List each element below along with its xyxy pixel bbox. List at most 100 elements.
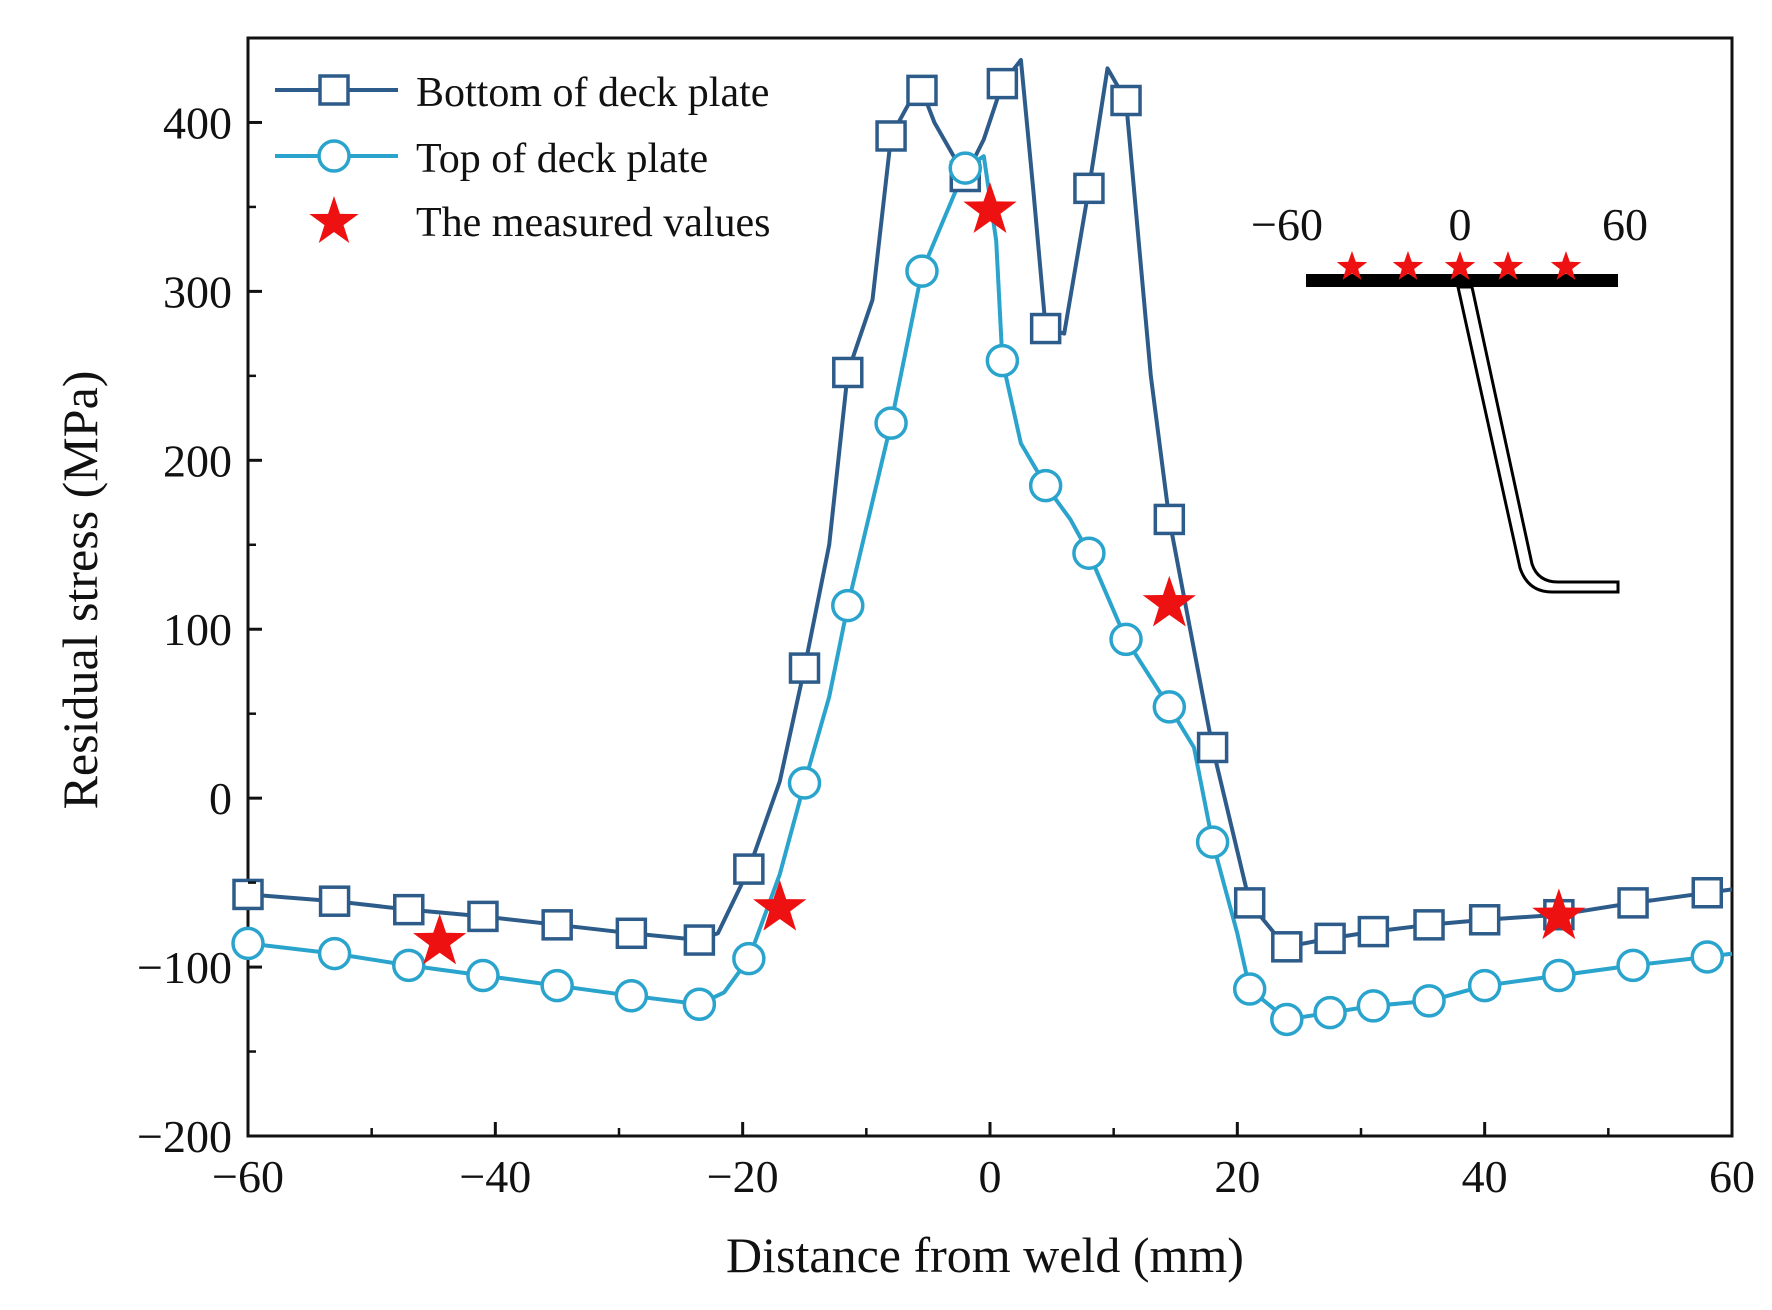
measured-star: [1142, 575, 1196, 627]
top-marker: [1028, 468, 1063, 503]
legend: Bottom of deck plate Top of deck plate T…: [275, 70, 771, 246]
inset-stars: [1336, 251, 1582, 280]
bottom-marker: [1691, 877, 1724, 909]
legend-marker-bottom: [318, 74, 350, 106]
y-tick-label: 200: [163, 435, 232, 486]
x-tick-label: 60: [1709, 1151, 1755, 1202]
y-tick-label: −200: [137, 1111, 232, 1162]
y-axis-title: Residual stress (MPa): [52, 371, 108, 810]
bottom-marker: [1271, 931, 1303, 963]
bottom-marker: [733, 853, 765, 885]
inset-star: [1444, 251, 1476, 280]
top-marker: [1232, 972, 1267, 1006]
top-marker: [874, 406, 908, 440]
bottom-marker: [906, 74, 938, 107]
legend-item-top: Top of deck plate: [275, 136, 708, 182]
bottom-marker: [683, 924, 716, 956]
top-marker: [1072, 536, 1106, 570]
legend-marker-measured: [309, 196, 359, 243]
bottom-marker: [1110, 84, 1142, 117]
bottom-marker: [1357, 915, 1390, 948]
x-tick-label: 40: [1462, 1151, 1508, 1202]
bottom-marker: [232, 878, 264, 911]
x-tick-label: −60: [212, 1151, 284, 1202]
top-marker: [1412, 984, 1446, 1018]
x-axis-ticks: −60 −40 −20 0 20 40 60: [212, 1122, 1755, 1202]
top-marker: [905, 254, 939, 288]
bottom-marker: [875, 120, 907, 152]
inset-diagram: −60 0 60: [1251, 199, 1648, 594]
bottom-marker: [1233, 887, 1266, 919]
bottom-marker: [1617, 887, 1649, 919]
x-tick-label: −40: [459, 1151, 531, 1202]
inset-deck-plate: [1306, 274, 1618, 287]
measured-star: [1532, 888, 1586, 940]
top-marker: [1313, 995, 1347, 1030]
legend-item-measured: The measured values: [309, 196, 771, 246]
top-marker: [1467, 968, 1502, 1003]
y-tick-label: 100: [163, 604, 232, 655]
inset-star: [1492, 251, 1524, 280]
x-axis-title: Distance from weld (mm): [726, 1227, 1244, 1283]
top-marker: [1109, 622, 1143, 657]
inset-star: [1336, 251, 1368, 280]
x-tick-label: 20: [1214, 1151, 1260, 1202]
top-marker: [540, 968, 574, 1003]
legend-label-bottom: Bottom of deck plate: [416, 70, 769, 116]
legend-label-top: Top of deck plate: [416, 136, 708, 182]
bottom-marker: [986, 67, 1019, 100]
y-tick-label: 300: [163, 266, 232, 317]
inset-label-right: 60: [1602, 199, 1648, 250]
measured-star: [413, 913, 467, 965]
inset-star: [1392, 251, 1424, 280]
bottom-marker: [832, 356, 864, 389]
inset-rib-outline: [1456, 285, 1620, 594]
y-tick-label: 0: [209, 773, 232, 824]
bottom-marker: [1413, 909, 1445, 941]
legend-label-measured: The measured values: [416, 200, 771, 246]
y-tick-label: 400: [163, 97, 232, 148]
series-layer: [231, 58, 1733, 1037]
top-marker: [1195, 825, 1230, 859]
legend-item-bottom: Bottom of deck plate: [275, 70, 769, 116]
bottom-marker: [1314, 922, 1346, 955]
measured-star: [963, 182, 1017, 233]
top-marker: [1616, 948, 1650, 983]
inset-star: [1550, 251, 1582, 280]
bottom-marker: [1468, 904, 1501, 936]
top-marker: [732, 941, 766, 976]
bottom-marker: [318, 885, 351, 917]
top-marker: [614, 979, 649, 1013]
bottom-marker: [1073, 172, 1105, 205]
top-marker: [948, 151, 983, 185]
top-marker: [317, 936, 352, 971]
x-tick-label: 0: [979, 1151, 1002, 1202]
bottom-marker: [541, 909, 573, 941]
y-axis-ticks: −200 −100 0 100 200 300 400: [137, 36, 262, 1162]
top-marker: [831, 588, 865, 623]
y-tick-label: −100: [137, 942, 232, 993]
bottom-marker: [788, 652, 821, 684]
bottom-marker: [615, 917, 648, 950]
measured-star: [753, 880, 807, 931]
top-marker: [1152, 690, 1187, 724]
bottom-marker: [1196, 731, 1229, 764]
top-marker: [392, 948, 426, 983]
top-marker: [985, 343, 1020, 378]
top-marker: [1542, 958, 1576, 993]
top-marker: [1270, 1002, 1304, 1037]
bottom-marker: [1029, 312, 1062, 345]
top-marker: [231, 926, 265, 961]
bottom-marker: [393, 893, 425, 926]
legend-marker-top: [317, 139, 351, 173]
top-marker: [787, 766, 822, 800]
bottom-marker: [467, 900, 499, 933]
top-marker: [1356, 989, 1391, 1023]
inset-label-left: −60: [1251, 199, 1323, 250]
bottom-marker: [1153, 503, 1186, 536]
top-marker: [1690, 940, 1725, 974]
inset-label-center: 0: [1449, 199, 1472, 250]
top-marker: [466, 958, 500, 993]
top-marker: [682, 987, 717, 1021]
